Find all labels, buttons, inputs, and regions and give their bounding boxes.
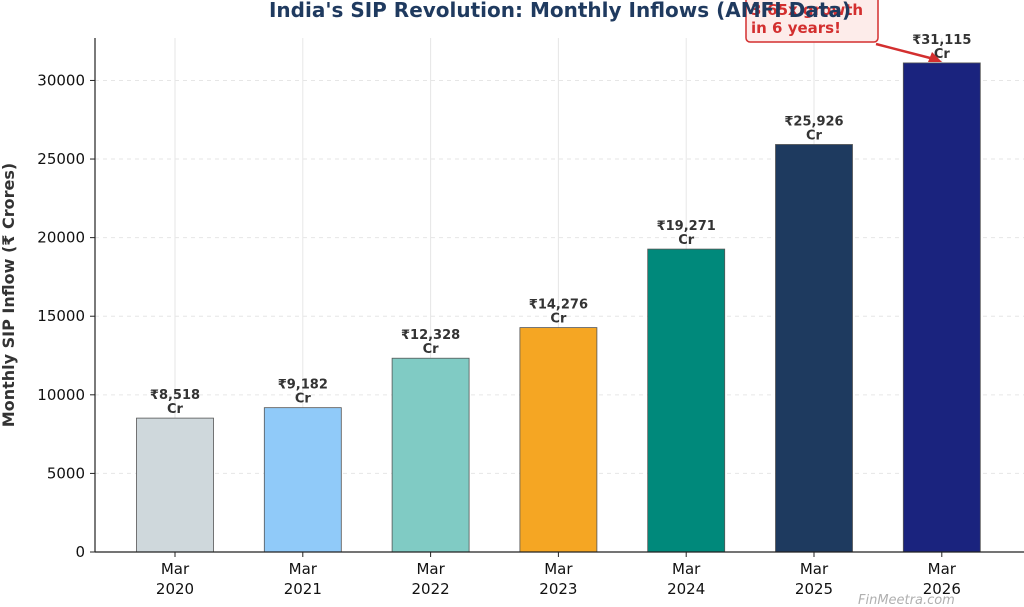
bar [647, 248, 726, 553]
x-tick-label-year: 2024 [667, 580, 705, 598]
bar [902, 62, 981, 553]
y-tick-label: 10000 [37, 386, 85, 404]
bar [136, 417, 214, 553]
chart-title: India's SIP Revolution: Monthly Inflows … [269, 0, 851, 22]
bar [519, 327, 598, 553]
bars-layer [136, 62, 981, 553]
data-label-unit: Cr [550, 312, 567, 327]
data-label-unit: Cr [423, 342, 440, 357]
data-label-unit: Cr [295, 392, 312, 407]
y-axis-label: Monthly SIP Inflow (₹ Crores) [0, 163, 18, 427]
x-tick-label-month: Mar [161, 560, 190, 578]
data-label-value: ₹12,328 [401, 328, 460, 343]
bar [391, 357, 470, 553]
data-label-value: ₹8,518 [150, 388, 200, 403]
y-tick-label: 20000 [37, 229, 85, 247]
data-label-value: ₹14,276 [529, 298, 588, 313]
x-tick-label-month: Mar [800, 560, 829, 578]
watermark: FinMeetra.com [858, 593, 955, 607]
annotation-arrowhead [928, 52, 942, 62]
x-tick-label-year: 2025 [795, 580, 833, 598]
x-tick-label-month: Mar [672, 560, 701, 578]
y-tick-label: 0 [75, 543, 85, 561]
x-tick-label-year: 2020 [156, 580, 194, 598]
data-label-unit: Cr [167, 402, 184, 417]
data-label-value: ₹19,271 [657, 219, 716, 234]
x-tick-label-year: 2026 [923, 580, 961, 598]
data-label-unit: Cr [806, 128, 823, 143]
y-tick-label: 5000 [47, 464, 85, 482]
x-tick-label-month: Mar [928, 560, 957, 578]
y-tick-label: 25000 [37, 150, 85, 168]
data-label-value: ₹31,115 [912, 33, 971, 48]
data-label-unit: Cr [678, 233, 695, 248]
data-label-value: ₹9,182 [278, 378, 328, 393]
bar [775, 144, 853, 553]
annotation-arrow [875, 42, 935, 61]
annotation-box [745, 0, 879, 43]
annotation-layer: 3.65x growth in 6 years! [745, 0, 942, 62]
x-tick-label-year: 2023 [539, 580, 577, 598]
bar [263, 407, 342, 553]
x-tick-label-month: Mar [289, 560, 318, 578]
x-tick-label-year: 2021 [284, 580, 322, 598]
y-tick-label: 15000 [37, 307, 85, 325]
annotation-line-2: in 6 years! [751, 19, 841, 37]
y-tick-label: 30000 [37, 71, 85, 89]
annotation-line-1: 3.65x growth [751, 1, 863, 19]
data-label-value: ₹25,926 [784, 114, 843, 129]
x-tick-label-month: Mar [416, 560, 445, 578]
x-tick-label-month: Mar [544, 560, 573, 578]
axes-layer [90, 38, 1024, 557]
x-tick-label-year: 2022 [412, 580, 450, 598]
labels-layer: 050001000015000200002500030000₹8,518CrMa… [37, 33, 971, 598]
